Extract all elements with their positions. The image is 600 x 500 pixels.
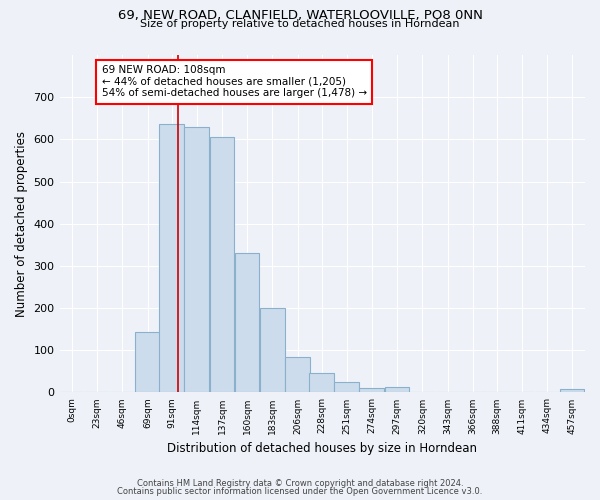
Text: Size of property relative to detached houses in Horndean: Size of property relative to detached ho…	[140, 19, 460, 29]
Bar	[385, 388, 409, 392]
Text: 69, NEW ROAD, CLANFIELD, WATERLOOVILLE, PO8 0NN: 69, NEW ROAD, CLANFIELD, WATERLOOVILLE, …	[118, 9, 482, 22]
Text: Contains HM Land Registry data © Crown copyright and database right 2024.: Contains HM Land Registry data © Crown c…	[137, 478, 463, 488]
Text: 69 NEW ROAD: 108sqm
← 44% of detached houses are smaller (1,205)
54% of semi-det: 69 NEW ROAD: 108sqm ← 44% of detached ho…	[101, 65, 367, 98]
Bar	[159, 124, 184, 392]
Bar	[135, 332, 160, 392]
Y-axis label: Number of detached properties: Number of detached properties	[15, 130, 28, 316]
Text: Contains public sector information licensed under the Open Government Licence v3: Contains public sector information licen…	[118, 487, 482, 496]
Bar	[184, 126, 209, 392]
Bar	[560, 389, 584, 392]
Bar	[260, 308, 284, 392]
X-axis label: Distribution of detached houses by size in Horndean: Distribution of detached houses by size …	[167, 442, 477, 455]
Bar	[285, 356, 310, 392]
Bar	[309, 372, 334, 392]
Bar	[334, 382, 359, 392]
Bar	[209, 137, 234, 392]
Bar	[235, 253, 259, 392]
Bar	[359, 388, 384, 392]
